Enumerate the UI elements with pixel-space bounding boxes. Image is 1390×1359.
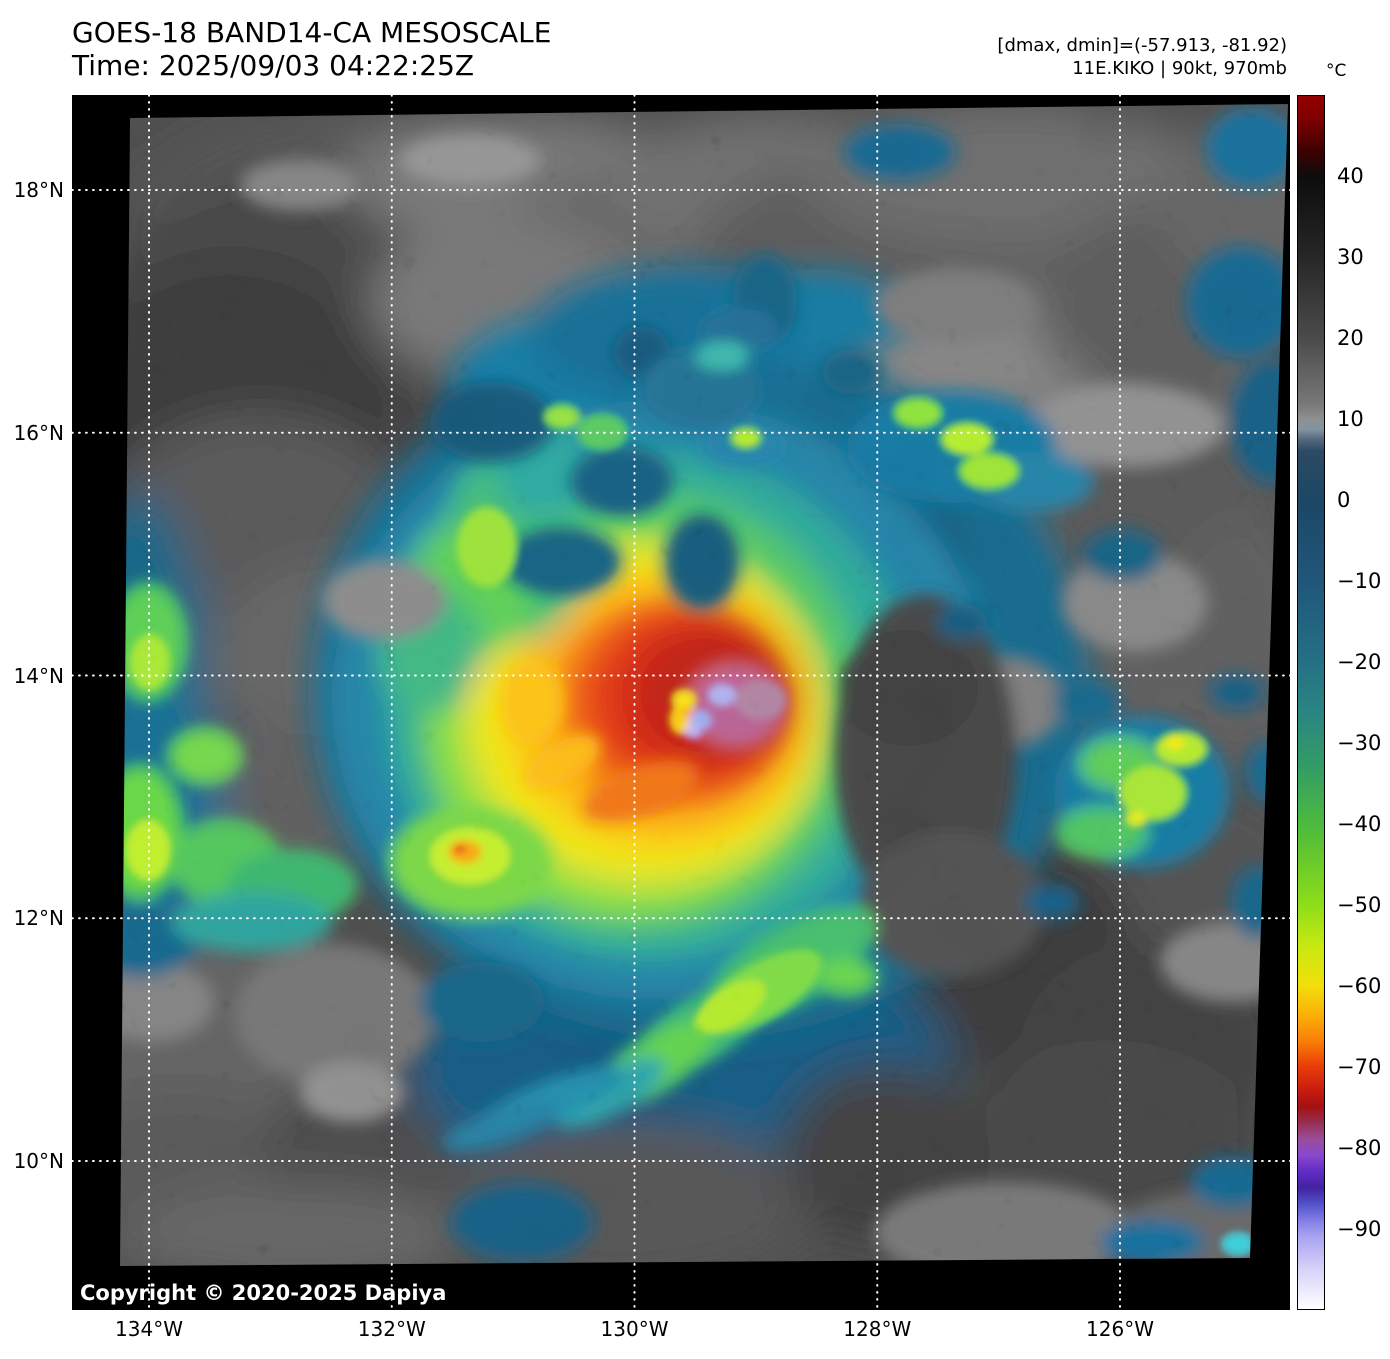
colorbar-tick-30: 30 [1337, 245, 1364, 269]
colorbar-tick--60: −60 [1337, 974, 1382, 998]
colorbar-tick-0: 0 [1337, 488, 1351, 512]
annotation-dmax-dmin: [dmax, dmin]=(-57.913, -81.92) [997, 35, 1287, 56]
graticule [71, 94, 1291, 1311]
lon-tick-label-128w: 128°W [843, 1317, 912, 1341]
annotation-storm-info: 11E.KIKO | 90kt, 970mb [1072, 58, 1287, 79]
satellite-swath-art [120, 104, 1288, 1266]
lat-tick-label-14n: 14°N [13, 663, 64, 688]
page-title: GOES-18 BAND14-CA MESOSCALE [72, 16, 552, 49]
lon-tick-label-130w: 130°W [600, 1317, 669, 1341]
lat-tick-label-10n: 10°N [13, 1149, 64, 1173]
colorbar-tick-10: 10 [1337, 407, 1364, 431]
lat-tick-label-16n: 16°N [13, 420, 64, 445]
colorbar-tick--50: −50 [1337, 893, 1382, 917]
lon-tick-label-132w: 132°W [357, 1317, 426, 1341]
colorbar-tick--90: −90 [1337, 1217, 1382, 1241]
colorbar-tick--20: −20 [1337, 650, 1382, 674]
lon-tick-label-134w: 134°W [115, 1317, 183, 1341]
colorbar-tick--80: −80 [1337, 1136, 1382, 1160]
colorbar-tick--10: −10 [1337, 569, 1382, 593]
timestamp-label: Time: 2025/09/03 04:22:25Z [72, 49, 475, 82]
colorbar-unit-label: °C [1326, 61, 1347, 81]
copyright-label: Copyright © 2020-2025 Dapiya [80, 1281, 447, 1305]
colorbar-tick-40: 40 [1337, 164, 1364, 188]
colorbar-tick--30: −30 [1337, 731, 1382, 755]
lon-tick-label-126w: 126°W [1086, 1317, 1154, 1341]
colorbar-tick--40: −40 [1337, 812, 1382, 836]
colorbar-tick--70: −70 [1337, 1055, 1382, 1079]
lat-tick-label-12n: 12°N [13, 906, 64, 931]
lat-tick-label-18n: 18°N [13, 178, 64, 202]
colorbar-tick-20: 20 [1337, 326, 1364, 350]
colorbar [1297, 95, 1325, 1310]
